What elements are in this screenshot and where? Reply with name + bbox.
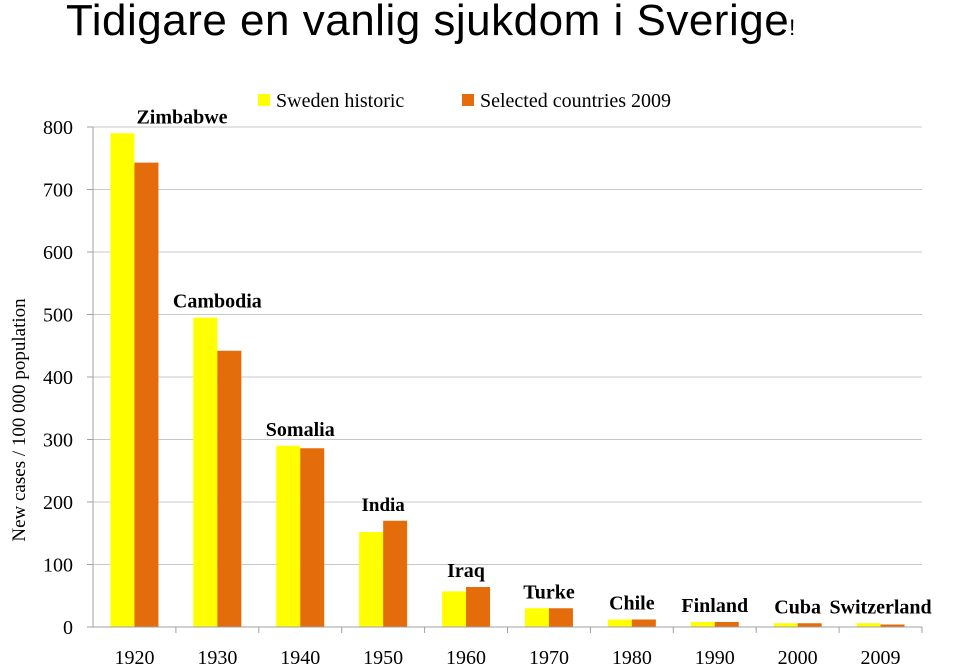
legend-swatch-sweden — [258, 94, 270, 106]
annotation-turke: Turke — [523, 581, 575, 603]
chart-legend: Sweden historic Selected countries 2009 — [258, 90, 671, 112]
bar-selected-1930 — [217, 350, 242, 627]
x-axis: 1920 1930 1940 1950 1960 1970 1980 1990 2000 2009 — [93, 626, 923, 669]
bar-selected-1960 — [466, 587, 491, 627]
y-axis: 0 100 200 300 400 500 600 700 800 — [43, 117, 94, 639]
y-tick-label: 400 — [43, 367, 73, 389]
x-tick-label: 1970 — [529, 647, 569, 669]
legend-label-sweden: Sweden historic — [276, 90, 404, 112]
x-tick-label: 1950 — [363, 647, 403, 669]
x-tick-label: 1940 — [280, 647, 320, 669]
y-tick-label: 100 — [43, 555, 73, 577]
x-tick-label: 2000 — [778, 647, 818, 669]
annotation-cambodia: Cambodia — [173, 291, 262, 313]
bar-sweden-2009 — [856, 623, 881, 627]
y-tick-label: 500 — [43, 305, 73, 327]
bar-sweden-1930 — [193, 317, 218, 627]
legend-swatch-selected — [462, 94, 474, 106]
annotation-cuba: Cuba — [774, 596, 821, 618]
x-tick-label: 1930 — [197, 647, 237, 669]
slide-title-text: Tidigare en vanlig sjukdom i Sverige — [66, 0, 790, 45]
bar-selected-1920 — [134, 162, 159, 627]
y-tick-label: 800 — [43, 117, 73, 139]
bar-sweden-2000 — [773, 623, 798, 627]
bar-selected-1990 — [714, 622, 739, 627]
slide-title-suffix: ! — [789, 15, 796, 40]
bar-selected-1950 — [383, 520, 408, 627]
annotation-finland: Finland — [681, 595, 748, 617]
bar-sweden-1990 — [690, 622, 715, 627]
x-tick-label: 1980 — [612, 647, 652, 669]
bar-sweden-1960 — [442, 591, 467, 627]
legend-label-selected: Selected countries 2009 — [480, 90, 671, 112]
y-axis-label: New cases / 100 000 population — [9, 298, 30, 542]
annotation-chile: Chile — [609, 593, 655, 615]
x-tick-label: 1990 — [695, 647, 735, 669]
bar-sweden-1970 — [524, 608, 549, 627]
bar-selected-1980 — [631, 619, 656, 627]
y-tick-label: 600 — [43, 242, 73, 264]
bar-selected-2009 — [880, 624, 905, 627]
annotation-india: India — [361, 495, 405, 516]
bar-sweden-1950 — [359, 532, 384, 627]
y-tick-label: 700 — [43, 180, 73, 202]
bar-sweden-1940 — [276, 445, 301, 627]
x-tick-label: 2009 — [861, 647, 901, 669]
x-tick-label: 1920 — [114, 647, 154, 669]
bar-selected-1940 — [300, 448, 325, 627]
annotation-iraq: Iraq — [447, 560, 485, 582]
bar-selected-1970 — [548, 608, 573, 627]
annotation-switzerland: Switzerland — [829, 596, 931, 618]
y-tick-label: 200 — [43, 492, 73, 514]
y-tick-label: 300 — [43, 430, 73, 452]
chart-bars — [110, 133, 905, 627]
annotation-zimbabwe: Zimbabwe — [136, 106, 227, 128]
bar-sweden-1920 — [110, 133, 135, 627]
y-tick-label: 0 — [63, 617, 73, 639]
country-annotations: Zimbabwe Cambodia Somalia India Iraq Turke Chi… — [136, 106, 931, 618]
bar-selected-2000 — [797, 623, 822, 627]
slide-title: Tidigare en vanlig sjukdom i Sverige! — [66, 0, 796, 46]
annotation-somalia: Somalia — [266, 419, 335, 441]
bar-sweden-1980 — [607, 619, 632, 627]
x-tick-label: 1960 — [446, 647, 486, 669]
